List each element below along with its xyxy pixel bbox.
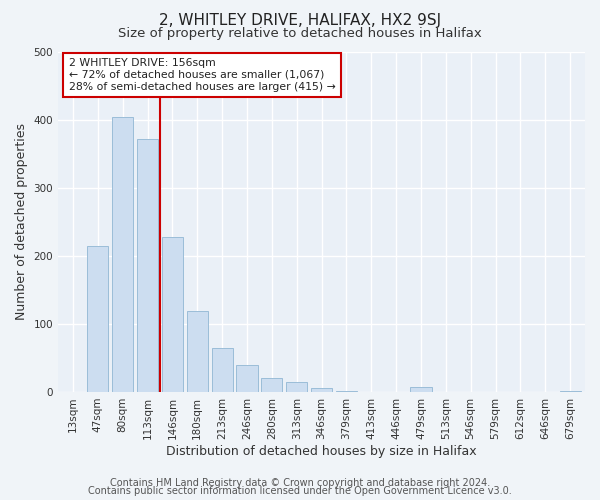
Bar <box>212 348 233 392</box>
Y-axis label: Number of detached properties: Number of detached properties <box>15 123 28 320</box>
Bar <box>261 378 283 392</box>
X-axis label: Distribution of detached houses by size in Halifax: Distribution of detached houses by size … <box>166 444 477 458</box>
Text: 2 WHITLEY DRIVE: 156sqm
← 72% of detached houses are smaller (1,067)
28% of semi: 2 WHITLEY DRIVE: 156sqm ← 72% of detache… <box>68 58 335 92</box>
Bar <box>162 236 183 392</box>
Bar <box>311 388 332 392</box>
Text: 2, WHITLEY DRIVE, HALIFAX, HX2 9SJ: 2, WHITLEY DRIVE, HALIFAX, HX2 9SJ <box>159 12 441 28</box>
Bar <box>560 390 581 392</box>
Bar <box>236 364 257 392</box>
Bar <box>187 311 208 392</box>
Text: Contains HM Land Registry data © Crown copyright and database right 2024.: Contains HM Land Registry data © Crown c… <box>110 478 490 488</box>
Bar <box>87 246 109 392</box>
Text: Contains public sector information licensed under the Open Government Licence v3: Contains public sector information licen… <box>88 486 512 496</box>
Bar <box>286 382 307 392</box>
Bar <box>410 387 431 392</box>
Bar <box>112 117 133 392</box>
Text: Size of property relative to detached houses in Halifax: Size of property relative to detached ho… <box>118 28 482 40</box>
Bar <box>137 138 158 392</box>
